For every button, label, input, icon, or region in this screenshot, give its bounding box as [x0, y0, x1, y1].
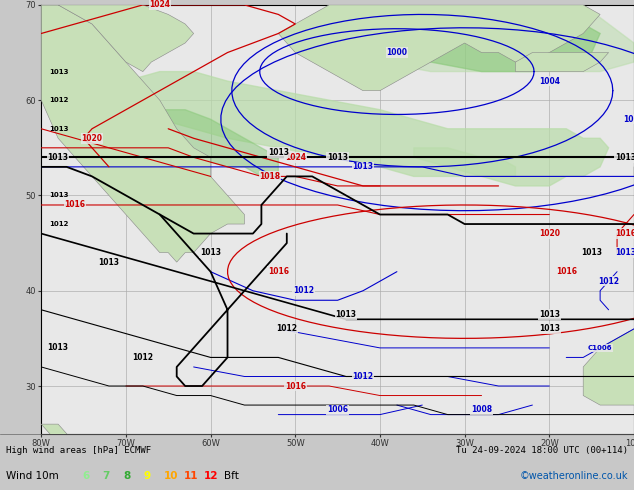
- Polygon shape: [278, 5, 600, 91]
- Text: 10: 10: [164, 471, 178, 481]
- Text: 9: 9: [143, 471, 150, 481]
- Text: 1012: 1012: [598, 277, 619, 286]
- Text: High wind areas [hPa] ECMWF: High wind areas [hPa] ECMWF: [6, 446, 152, 455]
- Polygon shape: [380, 5, 600, 72]
- Text: 1004: 1004: [539, 76, 560, 86]
- Text: 1012: 1012: [294, 286, 314, 295]
- Text: 1012: 1012: [49, 221, 69, 227]
- Text: 1012: 1012: [276, 324, 297, 333]
- Text: 1013: 1013: [49, 193, 69, 198]
- Text: 1012: 1012: [133, 353, 153, 362]
- Text: 6: 6: [82, 471, 89, 481]
- Polygon shape: [346, 5, 634, 72]
- Text: 1013: 1013: [539, 324, 560, 333]
- Text: 1013: 1013: [98, 258, 119, 267]
- Text: 1016: 1016: [268, 267, 289, 276]
- Text: 1020: 1020: [539, 229, 560, 238]
- Polygon shape: [583, 329, 634, 405]
- Polygon shape: [101, 72, 609, 186]
- Text: 1013: 1013: [539, 310, 560, 319]
- Polygon shape: [515, 52, 609, 72]
- Text: 1013: 1013: [200, 248, 221, 257]
- Text: 1013: 1013: [615, 248, 634, 257]
- Polygon shape: [92, 110, 278, 176]
- Text: 1016: 1016: [556, 267, 577, 276]
- Text: 1013: 1013: [327, 153, 348, 162]
- Text: 1013: 1013: [49, 126, 69, 132]
- Text: Wind 10m: Wind 10m: [6, 471, 59, 481]
- Text: 1013: 1013: [353, 162, 373, 171]
- Text: 7: 7: [103, 471, 110, 481]
- Text: 1012: 1012: [353, 372, 373, 381]
- Text: 1024: 1024: [285, 153, 306, 162]
- Text: Bft: Bft: [224, 471, 239, 481]
- Text: 1000: 1000: [386, 48, 408, 57]
- Polygon shape: [41, 5, 193, 72]
- Text: 1008: 1008: [471, 405, 492, 415]
- Text: ©weatheronline.co.uk: ©weatheronline.co.uk: [519, 471, 628, 481]
- Text: 1016: 1016: [65, 200, 86, 210]
- Text: 1016: 1016: [285, 382, 306, 391]
- Text: 1013: 1013: [49, 69, 69, 74]
- Text: 11: 11: [184, 471, 198, 481]
- Polygon shape: [41, 5, 245, 262]
- Text: 1020: 1020: [82, 134, 103, 143]
- Text: 12: 12: [204, 471, 219, 481]
- Text: 1013: 1013: [581, 248, 602, 257]
- Text: 1013: 1013: [48, 343, 68, 352]
- Text: 1013: 1013: [48, 153, 68, 162]
- Text: Tu 24-09-2024 18:00 UTC (00+114): Tu 24-09-2024 18:00 UTC (00+114): [456, 446, 628, 455]
- Text: 1013: 1013: [335, 310, 356, 319]
- Text: 1024: 1024: [149, 0, 171, 9]
- Text: 1013: 1013: [268, 148, 289, 157]
- Text: 1012: 1012: [49, 97, 69, 103]
- Text: 1006: 1006: [327, 405, 348, 415]
- Text: 1013: 1013: [615, 153, 634, 162]
- Text: 1018: 1018: [259, 172, 280, 181]
- Text: C1006: C1006: [588, 345, 612, 351]
- Polygon shape: [414, 148, 515, 176]
- Text: 1008: 1008: [623, 115, 634, 124]
- Text: 1016: 1016: [615, 229, 634, 238]
- Text: 8: 8: [123, 471, 130, 481]
- Polygon shape: [41, 424, 210, 490]
